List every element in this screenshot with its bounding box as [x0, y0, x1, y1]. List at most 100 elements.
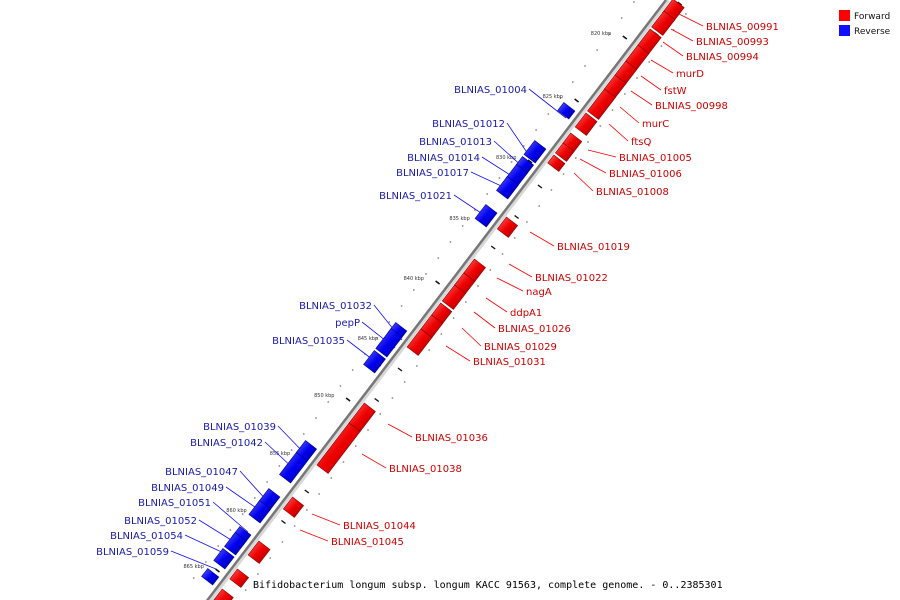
tick-label: 860 kbp	[226, 508, 246, 514]
position-dot	[318, 493, 320, 495]
position-dot	[269, 557, 272, 559]
forward-leader-line	[579, 158, 607, 174]
forward-leader-line	[508, 263, 533, 278]
forward-gene-label: BLNIAS_00994	[686, 52, 759, 63]
position-dot	[437, 257, 440, 259]
position-dot	[241, 513, 244, 515]
position-dot	[486, 193, 489, 195]
reverse-leader-line	[170, 550, 217, 570]
position-dot	[376, 337, 378, 339]
position-dot	[559, 97, 562, 99]
position-dot	[391, 397, 394, 399]
position-dot	[538, 205, 541, 207]
forward-leader-line	[361, 453, 387, 469]
position-dots	[192, 1, 687, 591]
position-dot	[587, 141, 589, 143]
position-dot	[599, 125, 602, 127]
position-dot	[379, 413, 382, 415]
forward-gene	[441, 284, 467, 310]
forward-gene-label: BLNIAS_01019	[557, 242, 630, 253]
position-dot	[584, 65, 586, 67]
position-dot	[339, 385, 342, 387]
tick-mark	[490, 245, 496, 250]
forward-gene-label: BLNIAS_01029	[484, 342, 557, 353]
tick-mark	[281, 519, 286, 525]
forward-gene-label: BLNIAS_01026	[498, 324, 571, 335]
position-dot	[293, 525, 296, 527]
position-dot	[510, 161, 513, 163]
position-dot	[281, 541, 284, 543]
tick-label: 840 kbp	[404, 276, 424, 282]
reverse-gene	[213, 548, 235, 570]
position-dot	[464, 301, 467, 303]
forward-leader-line	[387, 423, 413, 438]
position-dot	[685, 13, 687, 15]
reverse-gene-label: BLNIAS_01051	[138, 498, 211, 509]
tick-label: 825 kbp	[543, 94, 563, 100]
position-dot	[562, 173, 565, 175]
forward-gene-label: murC	[642, 119, 669, 130]
forward-gene-label: BLNIAS_00991	[706, 22, 779, 33]
position-dot	[489, 269, 492, 271]
reverse-gene-label: BLNIAS_01047	[165, 467, 238, 478]
forward-leader-line	[496, 277, 524, 292]
forward-gene	[587, 88, 616, 120]
position-dot	[351, 369, 354, 371]
position-dot	[440, 333, 443, 335]
legend-reverse-swatch	[839, 25, 850, 36]
position-dot	[400, 305, 403, 307]
position-dot	[302, 433, 305, 435]
position-dot	[452, 317, 455, 319]
reverse-leader-line	[212, 501, 249, 533]
forward-leader-line	[485, 297, 508, 313]
forward-gene	[496, 216, 519, 238]
forward-leader-line	[678, 13, 704, 27]
forward-gene-label: BLNIAS_01022	[535, 273, 608, 284]
position-dot	[477, 285, 479, 287]
position-dot	[596, 49, 599, 51]
forward-gene	[316, 422, 361, 474]
forward-gene	[213, 588, 234, 600]
tick-label: 835 kbp	[449, 216, 469, 222]
genome-caption: Bifidobacterium longum subsp. longum KAC…	[253, 580, 723, 591]
tick-label: 830 kbp	[496, 155, 516, 161]
forward-leader-line	[662, 41, 684, 57]
forward-gene	[282, 496, 305, 518]
position-dot	[257, 573, 259, 575]
reverse-gene-label: BLNIAS_01035	[272, 336, 345, 347]
tick-label: 865 kbp	[184, 564, 204, 570]
position-dot	[229, 529, 232, 531]
forward-gene	[574, 112, 598, 136]
legend-reverse-label: Reverse	[854, 27, 891, 37]
position-dot	[342, 461, 345, 463]
reverse-gene-label: BLNIAS_01039	[203, 422, 276, 433]
position-dot	[205, 561, 207, 563]
reverse-gene-label: BLNIAS_01014	[407, 153, 480, 164]
tick-mark	[527, 159, 533, 164]
forward-gene-label: BLNIAS_01045	[331, 537, 404, 548]
position-dot	[535, 129, 537, 131]
position-dot	[550, 189, 553, 191]
position-dot	[327, 401, 330, 403]
position-dot	[266, 481, 268, 483]
reverse-gene	[557, 102, 576, 120]
forward-gene-label: ftsQ	[631, 137, 651, 148]
reverse-gene	[279, 452, 308, 484]
reverse-gene	[201, 568, 220, 586]
tick-label: 850 kbp	[314, 393, 334, 399]
forward-gene-label: BLNIAS_01036	[415, 433, 488, 444]
position-dot	[416, 365, 418, 367]
tick-label: 820 kbp	[591, 31, 611, 37]
forward-leader-line	[529, 231, 555, 247]
forward-leader-line	[608, 123, 629, 142]
leader-lines	[170, 13, 704, 570]
position-dot	[290, 449, 293, 451]
reverse-gene-label: BLNIAS_01012	[432, 119, 505, 130]
gene-features	[201, 0, 685, 600]
forward-leader-line	[650, 59, 674, 74]
reverse-gene-label: BLNIAS_01052	[124, 516, 197, 527]
position-dot	[449, 241, 452, 243]
forward-gene-label: BLNIAS_01031	[473, 357, 546, 368]
reverse-gene-label: BLNIAS_01021	[379, 191, 452, 202]
